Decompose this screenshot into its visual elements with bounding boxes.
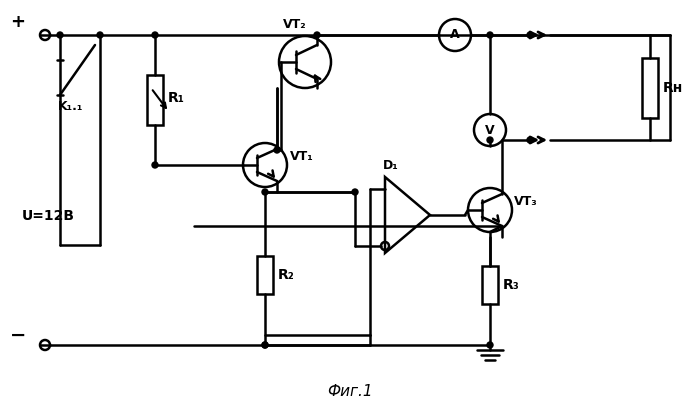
Text: Rн: Rн — [663, 81, 683, 94]
Text: R₃: R₃ — [503, 278, 519, 292]
Circle shape — [262, 342, 268, 348]
Text: U=12В: U=12В — [22, 209, 75, 223]
Text: D₁: D₁ — [383, 159, 399, 172]
Bar — [482, 266, 498, 304]
Circle shape — [487, 342, 493, 348]
Text: +: + — [10, 13, 25, 31]
Circle shape — [152, 162, 158, 168]
Circle shape — [487, 32, 493, 38]
Text: A: A — [450, 29, 460, 42]
Circle shape — [152, 32, 158, 38]
Text: VT₃: VT₃ — [514, 195, 538, 208]
Text: R₂: R₂ — [278, 268, 295, 282]
Text: VT₁: VT₁ — [290, 150, 314, 163]
Text: V: V — [485, 123, 495, 136]
Circle shape — [262, 342, 268, 348]
Bar — [257, 256, 273, 294]
Circle shape — [274, 147, 280, 153]
Text: K₁.₁: K₁.₁ — [58, 100, 83, 113]
Circle shape — [57, 32, 63, 38]
Text: Фиг.1: Фиг.1 — [327, 384, 373, 399]
Circle shape — [262, 189, 268, 195]
Circle shape — [97, 32, 103, 38]
Bar — [642, 58, 658, 118]
Text: VT₂: VT₂ — [284, 18, 307, 31]
Bar — [147, 75, 163, 125]
Circle shape — [527, 137, 533, 143]
Circle shape — [487, 137, 493, 143]
Text: R₁: R₁ — [168, 91, 185, 105]
Text: −: − — [10, 326, 26, 345]
Circle shape — [527, 32, 533, 38]
Circle shape — [314, 32, 320, 38]
Circle shape — [352, 189, 358, 195]
